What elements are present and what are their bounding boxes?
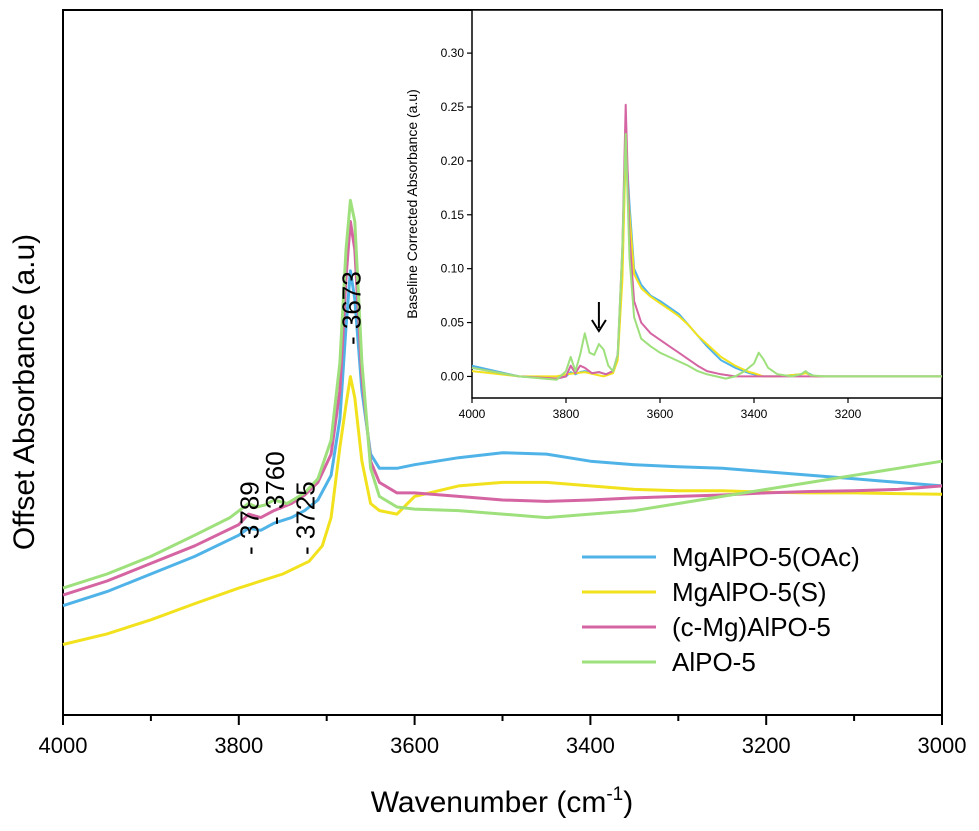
- inset-y-tick-label: 0.05: [441, 316, 465, 330]
- inset-frame: [471, 9, 943, 399]
- x-tick-label: 3000: [918, 733, 967, 758]
- inset-y-tick-label: 0.25: [441, 100, 465, 114]
- inset-y-tick-label: 0.10: [441, 262, 465, 276]
- inset-y-tick-label: 0.15: [441, 208, 465, 222]
- peak-labels: - 3789- 3760- 3725 - 3673: [235, 271, 367, 555]
- inset-series-line-c-mg-alpo-5: [471, 103, 942, 380]
- x-tick-label: 3800: [214, 733, 263, 758]
- inset-arrow-annotation: [591, 302, 607, 333]
- peak-label-3725: - 3725: [291, 481, 321, 555]
- inset-series-line-alpo-5: [471, 132, 942, 381]
- inset-y-tick-label: 0.00: [441, 369, 465, 383]
- peak-label-3789: - 3789: [235, 481, 265, 555]
- legend-label-mgalpo-5-s: MgAlPO-5(S): [672, 577, 827, 607]
- inset-y-tick-label: 0.30: [441, 46, 465, 60]
- main-y-axis-label: Offset Absorbance (a.u): [8, 234, 41, 550]
- inset-y-tick-label: 0.20: [441, 154, 465, 168]
- x-tick-label: 3200: [742, 733, 791, 758]
- inset-x-tick-label: 3200: [835, 407, 862, 421]
- inset-y-axis-label: Baseline Corrected Absorbance (a.u): [404, 89, 420, 319]
- inset-x-tick-label: 3400: [741, 407, 768, 421]
- series-line-alpo-5: [62, 198, 943, 590]
- main-series-group: [62, 198, 943, 646]
- peak-label-3760: - 3760: [260, 451, 290, 525]
- legend: MgAlPO-5(OAc) MgAlPO-5(S) (c-Mg)AlPO-5 AlPO…: [582, 542, 860, 677]
- legend-label-mgalpo-5-oac: MgAlPO-5(OAc): [672, 542, 860, 572]
- inset-x-tick-label: 4000: [459, 407, 486, 421]
- inset-series-group: [471, 103, 942, 381]
- x-tick-label: 4000: [39, 733, 88, 758]
- inset-x-tick-label: 3600: [647, 407, 674, 421]
- inset-x-tick-label: 3800: [553, 407, 580, 421]
- arrow-head: [591, 319, 607, 333]
- main-x-ticks: 4000 3800 3600 3400 3200 3000: [39, 715, 967, 758]
- x-tick-label: 3600: [390, 733, 439, 758]
- series-line-mgalpo-5-s: [62, 375, 943, 646]
- main-x-axis-label: Wavenumber (cm-1): [371, 784, 634, 819]
- inset-ticks: 4000 3800 3600 3400 3200 0.00 0.05 0.10 0.15 0.20…: [441, 46, 862, 421]
- legend-label-alpo-5: AlPO-5: [672, 647, 756, 677]
- legend-label-c-mg-alpo-5: (c-Mg)AlPO-5: [672, 612, 831, 642]
- x-tick-label: 3400: [566, 733, 615, 758]
- peak-label-3673: - 3673: [336, 271, 366, 345]
